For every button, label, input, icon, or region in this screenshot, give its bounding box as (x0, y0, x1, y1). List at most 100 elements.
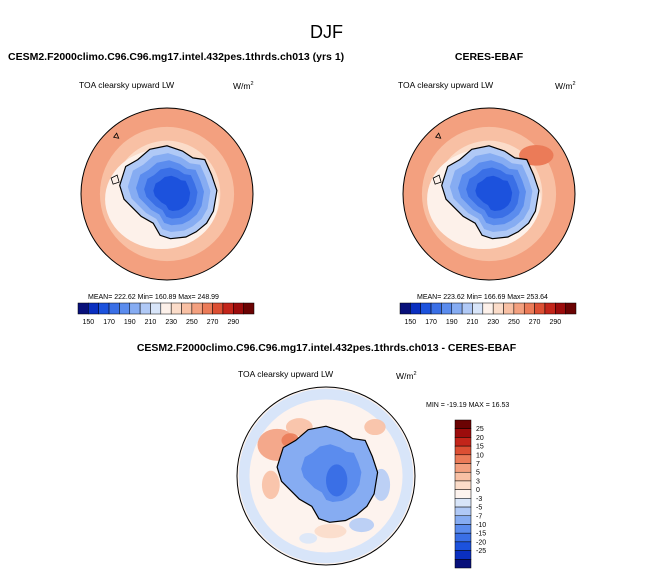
colorbar-diff-swatch (454, 471, 472, 482)
colorbar-model-tick-label: 250 (186, 319, 198, 326)
colorbar-diff-tick-label: 10 (476, 452, 484, 459)
colorbar-diff-tick-label: -15 (476, 531, 486, 538)
colorbar-obs-swatch (523, 302, 535, 315)
map-obs-island (432, 174, 442, 185)
colorbar-obs-tick-label: 150 (405, 319, 417, 326)
colorbar-diff-swatch (454, 541, 472, 551)
colorbar-model-swatch (129, 302, 141, 315)
colorbar-obs-swatch (555, 302, 566, 315)
panel-diff-units: W/m2 (396, 371, 417, 381)
map-diff-border (236, 386, 416, 566)
map-model-coastline (119, 145, 218, 240)
map-model-antarctica-level-5 (153, 175, 191, 211)
colorbar-model-swatch (191, 302, 203, 315)
map-diff-outer-ring (238, 388, 414, 564)
colorbar-model-swatch (88, 302, 99, 315)
colorbar-model: 150 170 190 210 230 250 270 290 (77, 302, 255, 326)
panel-model-field-label: TOA clearsky upward LW (79, 80, 174, 90)
colorbar-model-swatch (150, 302, 162, 315)
colorbar-diff-tick-label: 0 (476, 487, 480, 494)
colorbar-model-tick-label: 290 (227, 319, 239, 326)
colorbar-model-swatch (243, 302, 255, 315)
map-diff-warm-anomaly-3 (261, 470, 280, 500)
colorbar-model-tick-label: 150 (83, 319, 95, 326)
map-model-border (80, 107, 254, 281)
panel-diff: CESM2.F2000climo.C96.C96.mg17.intel.432p… (137, 342, 517, 569)
colorbar-diff-tick-label: 3 (476, 478, 480, 485)
colorbar-obs-swatch (544, 302, 556, 315)
colorbar-diff-tick-label: -20 (476, 539, 486, 546)
colorbar-diff-swatch (454, 454, 472, 464)
colorbar-obs-swatch (472, 302, 484, 315)
colorbar-obs-swatch (534, 302, 546, 315)
panel-obs-stats: MEAN= 223.62 Min= 166.69 Max= 253.64 (417, 294, 548, 301)
map-diff-cool-anomaly-2 (349, 517, 375, 533)
colorbar-model-swatch (233, 302, 244, 315)
colorbar-obs-swatch (565, 302, 577, 315)
colorbar-model-swatch (139, 302, 151, 315)
map-diff (236, 386, 416, 566)
colorbar-obs-tick-label: 210 (467, 319, 479, 326)
panel-obs: CERES-EBAF TOA clearsky upward LW W/m2 M… (398, 51, 577, 326)
colorbar-obs-swatch (410, 302, 421, 315)
colorbar-obs-tick-label: 170 (425, 319, 437, 326)
colorbar-diff-tick-label: 25 (476, 426, 484, 433)
panel-obs-field-label: TOA clearsky upward LW (398, 80, 493, 90)
colorbar-diff-swatch (454, 506, 472, 517)
colorbar-model-tick-label: 170 (103, 319, 115, 326)
colorbar-obs-tick-label: 190 (446, 319, 458, 326)
map-diff-warm-anomaly-4 (364, 419, 386, 436)
colorbar-model-swatch (119, 302, 131, 315)
map-obs-south-america-tip (434, 132, 442, 139)
colorbar-obs-tick-label: 290 (549, 319, 561, 326)
colorbar-diff-tick-label: 5 (476, 470, 480, 477)
colorbar-obs-swatch (451, 302, 463, 315)
colorbar-obs-swatch (492, 302, 504, 315)
colorbar-obs-swatch (441, 302, 453, 315)
panel-model-units: W/m2 (233, 81, 254, 91)
colorbar-diff-swatch (454, 428, 472, 438)
colorbar-model-swatch (160, 302, 172, 315)
figure-title: DJF (310, 22, 343, 42)
colorbar-diff-swatch (454, 489, 472, 499)
map-obs (402, 107, 576, 281)
map-diff-antarctica-min (326, 464, 348, 497)
colorbar-diff-swatch (454, 498, 472, 508)
colorbar-diff-swatch (454, 515, 472, 525)
colorbar-diff-swatch (454, 550, 472, 560)
colorbar-diff-swatch (454, 480, 472, 490)
colorbar-model-tick-label: 270 (207, 319, 219, 326)
colorbar-obs-swatch (399, 302, 411, 315)
colorbar-obs-swatch (482, 302, 494, 315)
map-obs-antarctica-level-5 (475, 175, 513, 211)
colorbar-diff-swatch (454, 419, 472, 429)
colorbar-model-swatch (108, 302, 120, 315)
colorbar-obs-tick-label: 230 (487, 319, 499, 326)
colorbar-diff-swatch (454, 437, 472, 447)
colorbar-model-swatch (212, 302, 224, 315)
colorbar-diff-swatch (454, 463, 472, 473)
colorbar-obs-swatch (513, 302, 525, 315)
colorbar-diff-swatch (454, 445, 472, 456)
panel-obs-units: W/m2 (555, 81, 576, 91)
panel-diff-field-label: TOA clearsky upward LW (238, 369, 333, 379)
colorbar-diff-swatch (454, 559, 472, 569)
colorbar-model-swatch (181, 302, 193, 315)
colorbar-diff-swatch (454, 524, 472, 534)
colorbar-obs-tick-label: 270 (529, 319, 541, 326)
colorbar-diff-tick-label: 7 (476, 461, 480, 468)
panel-model: CESM2.F2000climo.C96.C96.mg17.intel.432p… (8, 51, 344, 326)
panel-diff-stats: MIN = -19.19 MAX = 16.53 (426, 402, 509, 409)
colorbar-model-swatch (170, 302, 182, 315)
colorbar-model-tick-label: 190 (124, 319, 136, 326)
colorbar-obs-swatch (503, 302, 515, 315)
colorbar-obs: 150 170 190 210 230 250 270 290 (399, 302, 577, 326)
colorbar-model-swatch (222, 302, 234, 315)
map-diff-coastline (276, 425, 379, 523)
map-diff-cool-anomaly-3 (299, 532, 318, 544)
colorbar-model-tick-label: 210 (145, 319, 157, 326)
colorbar-diff-tick-label: 15 (476, 444, 484, 451)
